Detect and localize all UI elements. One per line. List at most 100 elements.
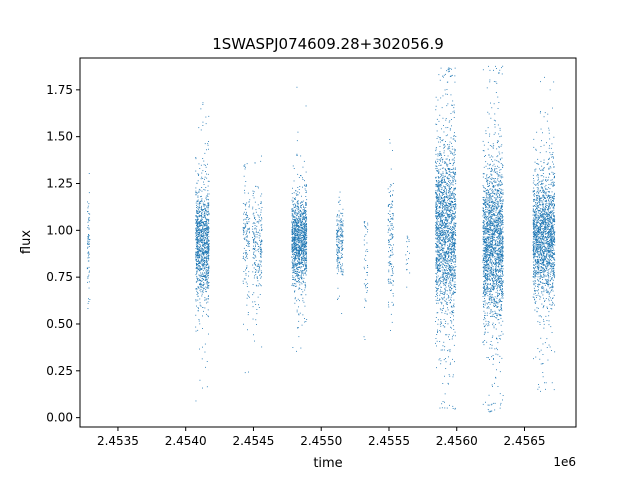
data-point <box>196 211 198 213</box>
data-point <box>303 248 304 250</box>
data-point <box>206 281 208 282</box>
data-point <box>440 246 442 248</box>
data-point <box>247 192 249 194</box>
data-point <box>203 254 204 256</box>
data-point <box>198 215 200 217</box>
data-point <box>204 279 206 281</box>
data-point <box>197 251 199 253</box>
data-point <box>406 259 408 261</box>
data-point <box>261 230 262 231</box>
data-point <box>306 237 308 238</box>
data-point <box>445 259 447 261</box>
data-point <box>204 275 206 277</box>
data-point <box>88 192 90 194</box>
data-point <box>454 203 456 205</box>
data-point <box>205 210 206 212</box>
data-point <box>441 240 443 242</box>
data-point <box>199 225 201 226</box>
data-point <box>254 218 255 219</box>
data-point <box>453 176 455 177</box>
data-point <box>299 220 301 222</box>
data-point <box>243 219 244 221</box>
data-point <box>443 189 445 191</box>
data-point <box>203 275 204 277</box>
data-point <box>447 260 449 262</box>
data-point <box>439 195 441 197</box>
data-point <box>292 279 294 280</box>
data-point <box>446 165 448 167</box>
data-point <box>337 268 339 270</box>
data-point <box>442 292 444 294</box>
data-point <box>199 223 201 225</box>
data-point <box>198 174 200 175</box>
data-point <box>388 304 389 306</box>
data-point <box>405 254 407 256</box>
data-point <box>301 257 303 259</box>
data-point <box>298 206 299 208</box>
data-point <box>296 248 297 250</box>
data-point <box>205 210 207 212</box>
data-point <box>207 219 209 221</box>
data-point <box>303 211 305 213</box>
data-point <box>452 292 454 294</box>
data-point <box>338 216 340 218</box>
data-point <box>438 201 440 203</box>
data-point <box>452 244 454 246</box>
data-point <box>339 240 341 242</box>
data-point <box>197 236 199 237</box>
data-point <box>199 284 200 285</box>
data-point <box>198 265 200 267</box>
data-point <box>197 292 199 293</box>
data-point <box>341 232 343 234</box>
data-point <box>445 233 447 234</box>
data-point <box>201 187 203 188</box>
data-point <box>257 270 259 272</box>
data-point <box>207 249 209 251</box>
data-point <box>302 232 304 234</box>
data-point <box>450 362 451 364</box>
data-point <box>441 203 443 205</box>
data-point <box>447 252 449 254</box>
data-point <box>443 193 445 195</box>
data-point <box>199 304 201 306</box>
data-point <box>451 263 452 264</box>
data-point <box>338 250 340 252</box>
data-point <box>453 196 455 198</box>
data-point <box>203 256 205 258</box>
data-point <box>438 260 440 262</box>
data-point <box>306 241 307 243</box>
data-point <box>392 234 393 236</box>
data-point <box>446 177 448 179</box>
data-point <box>87 246 89 248</box>
data-point <box>339 221 341 223</box>
data-point <box>447 214 448 216</box>
data-point <box>443 291 445 293</box>
data-point <box>301 204 302 206</box>
data-point <box>436 253 438 255</box>
data-point <box>297 187 299 188</box>
data-point <box>437 254 439 256</box>
data-point <box>435 284 437 285</box>
data-point <box>441 255 443 257</box>
data-point <box>443 258 444 259</box>
data-point <box>208 266 210 268</box>
data-point <box>436 367 437 369</box>
data-point <box>258 245 260 247</box>
data-point <box>341 246 343 248</box>
data-point <box>305 246 306 248</box>
data-point <box>452 180 454 182</box>
data-point <box>448 67 450 69</box>
data-point <box>293 226 295 228</box>
data-point <box>297 252 299 254</box>
data-point <box>247 312 249 313</box>
data-point <box>440 225 442 227</box>
data-point <box>304 284 306 285</box>
data-point <box>445 272 446 274</box>
data-point <box>455 206 457 207</box>
data-point <box>366 249 368 250</box>
data-point <box>87 201 88 203</box>
data-point <box>297 263 299 265</box>
data-point <box>246 255 247 257</box>
data-point <box>439 248 441 250</box>
data-point <box>297 243 299 245</box>
